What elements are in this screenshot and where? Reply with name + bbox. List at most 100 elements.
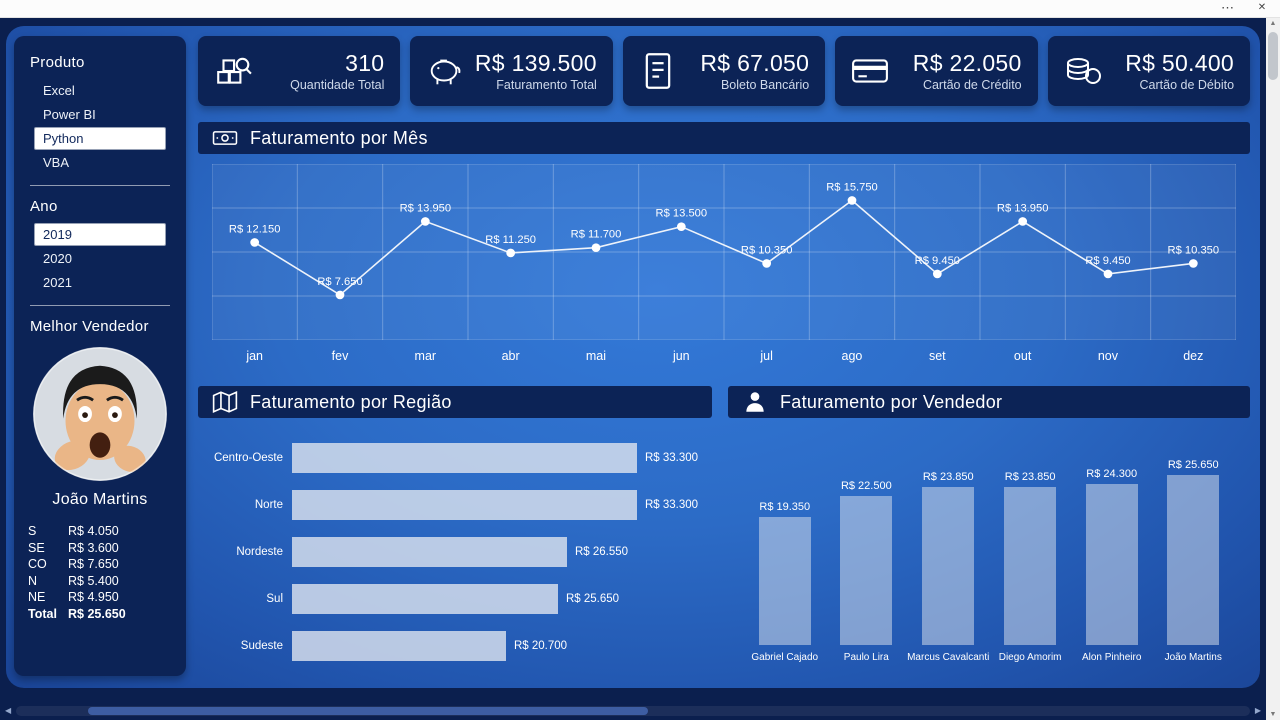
kpi-card-quantidade-total: 310 Quantidade Total xyxy=(198,36,401,106)
seller-region-value: R$ 3.600 xyxy=(68,540,119,555)
line-point-jan[interactable] xyxy=(250,238,260,247)
vendor-bar[interactable] xyxy=(1085,484,1138,645)
month-label-jun: jun xyxy=(672,349,690,363)
dashboard-canvas: Produto Excel Power BI Python VBA Ano 2019 2… xyxy=(0,18,1266,720)
vendor-column-jo-o-martins: R$ 25.650 João Martins xyxy=(1152,428,1234,663)
vertical-scrollbar[interactable]: ▲ ▼ xyxy=(1266,18,1280,720)
region-label: Norte xyxy=(254,498,283,511)
region-bar[interactable] xyxy=(292,583,558,614)
month-label-fev: fev xyxy=(331,349,349,363)
faturamento-mes-title: Faturamento por Mês xyxy=(250,127,428,148)
vendor-bar-value: R$ 19.350 xyxy=(759,501,811,513)
region-bar-value: R$ 20.700 xyxy=(514,639,568,652)
vendor-bar-value: R$ 22.500 xyxy=(840,480,892,492)
ano-heading: Ano xyxy=(30,198,58,215)
scroll-up-icon[interactable]: ▲ xyxy=(1269,20,1277,27)
line-point-label: R$ 13.500 xyxy=(656,208,708,220)
window-more-icon[interactable]: ⋯ xyxy=(1221,0,1235,15)
seller-stat-row: CO R$ 7.650 xyxy=(28,556,172,573)
vertical-scrollbar-thumb[interactable] xyxy=(1268,32,1278,80)
produto-option-excel[interactable]: Excel xyxy=(43,83,75,98)
vendor-column-gabriel-cajado: R$ 19.350 Gabriel Cajado xyxy=(744,428,826,663)
ano-option-2019[interactable]: 2019 xyxy=(34,223,166,246)
line-point-set[interactable] xyxy=(932,269,942,279)
region-row-norte: Norte R$ 33.300 xyxy=(206,481,704,528)
month-label-jan: jan xyxy=(246,349,263,363)
vendor-bar-value: R$ 23.850 xyxy=(1004,471,1056,483)
vendor-bar[interactable] xyxy=(1004,487,1057,645)
seller-region-abbrev: NE xyxy=(28,590,46,604)
line-point-abr[interactable] xyxy=(506,248,516,258)
scroll-left-icon[interactable]: ◀ xyxy=(5,706,12,715)
best-seller-table: S R$ 4.050 SE R$ 3.600 CO R$ 7.650 N R$ 5.400 NE… xyxy=(28,523,172,622)
line-point-fev[interactable] xyxy=(335,290,345,300)
region-bar[interactable] xyxy=(292,536,567,567)
best-seller-avatar xyxy=(31,345,169,483)
map-icon xyxy=(212,389,238,415)
produto-option-python[interactable]: Python xyxy=(34,127,166,150)
region-bar[interactable] xyxy=(292,630,506,661)
piggy-bank-icon xyxy=(424,52,466,90)
line-point-out[interactable] xyxy=(1018,217,1028,226)
horizontal-scrollbar-thumb[interactable] xyxy=(88,707,649,715)
month-label-nov: nov xyxy=(1097,349,1119,363)
faturamento-vendedor-header: Faturamento por Vendedor xyxy=(728,386,1250,418)
horizontal-scrollbar-track[interactable] xyxy=(16,706,1250,716)
ano-option-2021[interactable]: 2021 xyxy=(43,275,72,290)
line-point-nov[interactable] xyxy=(1103,269,1113,279)
window-titlebar: ⋯ ✕ xyxy=(0,0,1280,18)
line-point-label: R$ 9.450 xyxy=(1085,255,1130,267)
produto-option-power-bi[interactable]: Power BI xyxy=(43,107,96,122)
vendor-name: Paulo Lira xyxy=(843,652,889,663)
line-point-jul[interactable] xyxy=(762,259,772,268)
seller-region-value: R$ 25.650 xyxy=(68,606,126,621)
kpi-value: R$ 22.050 xyxy=(912,50,1022,76)
vendor-bar[interactable] xyxy=(1167,475,1220,645)
ano-option-2020[interactable]: 2020 xyxy=(43,251,72,266)
kpi-card-faturamento-total: R$ 139.500 Faturamento Total xyxy=(410,36,613,106)
line-point-jun[interactable] xyxy=(676,222,686,231)
line-point-dez[interactable] xyxy=(1188,259,1198,268)
scroll-down-icon[interactable]: ▼ xyxy=(1269,711,1277,718)
region-bar[interactable] xyxy=(292,489,637,520)
kpi-text: R$ 50.400 Cartão de Débito xyxy=(1112,50,1238,92)
produto-option-vba[interactable]: VBA xyxy=(43,155,70,170)
vendor-column-diego-amorim: R$ 23.850 Diego Amorim xyxy=(989,428,1071,663)
window-close-icon[interactable]: ✕ xyxy=(1257,2,1267,13)
kpi-text: R$ 22.050 Cartão de Crédito xyxy=(899,50,1025,92)
line-point-mai[interactable] xyxy=(591,243,601,252)
kpi-value: R$ 50.400 xyxy=(1125,50,1235,76)
vendor-bar[interactable] xyxy=(840,496,893,645)
vendor-bar[interactable] xyxy=(922,487,975,645)
faturamento-mes-header: Faturamento por Mês xyxy=(198,122,1250,154)
divider xyxy=(30,305,170,306)
quantity-icon xyxy=(212,52,254,90)
line-point-label: R$ 7.650 xyxy=(317,276,362,288)
line-point-label: R$ 13.950 xyxy=(400,202,452,214)
month-label-jul: jul xyxy=(760,349,773,363)
line-point-ago[interactable] xyxy=(847,196,857,205)
vendor-name: Gabriel Cajado xyxy=(751,652,819,663)
kpi-label: Quantidade Total xyxy=(290,78,385,92)
avatar-image xyxy=(33,347,167,481)
seller-stat-row: SE R$ 3.600 xyxy=(28,540,172,557)
month-axis: jan fev mar abr mai jun jul ago set out nov dez xyxy=(212,340,1236,372)
faturamento-regiao-title: Faturamento por Região xyxy=(250,391,452,412)
produto-slicer: Excel Power BI Python VBA xyxy=(28,79,172,174)
seller-region-value: R$ 7.650 xyxy=(68,557,119,571)
line-point-mar[interactable] xyxy=(420,217,430,226)
line-point-label: R$ 13.950 xyxy=(997,202,1049,214)
region-label: Sudeste xyxy=(240,639,283,652)
kpi-text: R$ 67.050 Boleto Bancário xyxy=(687,50,813,92)
dashboard-main: 310 Quantidade Total R$ 139.500 Faturamento… xyxy=(198,36,1251,678)
faturamento-regiao-panel: Faturamento por Região Centro-Oeste R$ 33… xyxy=(198,386,712,675)
line-point-label: R$ 10.350 xyxy=(1168,244,1220,256)
vendor-bar[interactable] xyxy=(758,517,811,645)
region-bar-chart: Centro-Oeste R$ 33.300 Norte R$ 33.300 Norde… xyxy=(198,418,712,675)
month-label-abr: abr xyxy=(501,349,520,363)
seller-stat-row: NE R$ 4.950 xyxy=(28,589,172,606)
region-bar[interactable] xyxy=(292,442,637,473)
seller-region-value: R$ 5.400 xyxy=(68,573,119,588)
horizontal-scrollbar[interactable]: ◀ ▶ xyxy=(0,704,1266,718)
scroll-right-icon[interactable]: ▶ xyxy=(1254,706,1261,715)
